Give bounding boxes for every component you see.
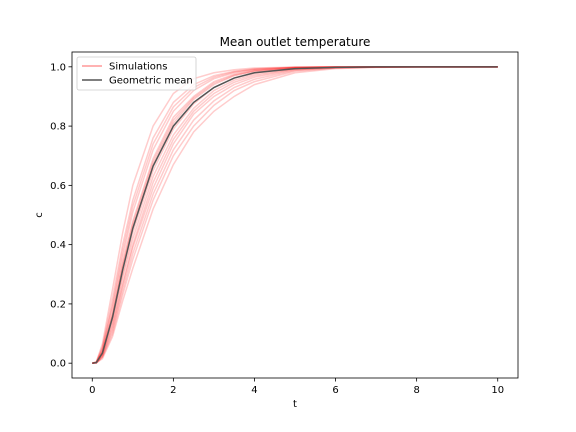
plot-area <box>71 51 519 379</box>
chart-title: Mean outlet temperature <box>220 35 371 49</box>
x-tick-label: 10 <box>491 385 504 396</box>
y-tick-label: 0.4 <box>50 240 66 251</box>
x-axis: 0 2 4 6 8 10 <box>89 378 504 396</box>
y-tick-label: 0.0 <box>50 359 66 370</box>
legend-mean-label: Geometric mean <box>109 76 193 87</box>
y-axis-label: c <box>34 212 45 218</box>
plot-frame <box>71 51 519 379</box>
x-tick-label: 8 <box>413 385 419 396</box>
y-tick-label: 0.6 <box>50 181 66 192</box>
geometric-mean-line <box>92 66 498 364</box>
legend: Simulations Geometric mean <box>76 56 197 91</box>
y-tick-label: 1.0 <box>50 62 66 73</box>
legend-box <box>76 56 197 91</box>
x-axis-label: t <box>293 399 297 410</box>
x-tick-label: 6 <box>332 385 338 396</box>
y-axis: 0.0 0.2 0.4 0.6 0.8 1.0 <box>50 62 72 370</box>
x-tick-label: 2 <box>170 385 176 396</box>
legend-simulations-label: Simulations <box>109 62 167 73</box>
y-tick-label: 0.8 <box>50 122 66 133</box>
y-tick-label: 0.2 <box>50 299 66 310</box>
series-group <box>92 66 498 364</box>
x-tick-label: 4 <box>251 385 257 396</box>
x-tick-label: 0 <box>89 385 95 396</box>
